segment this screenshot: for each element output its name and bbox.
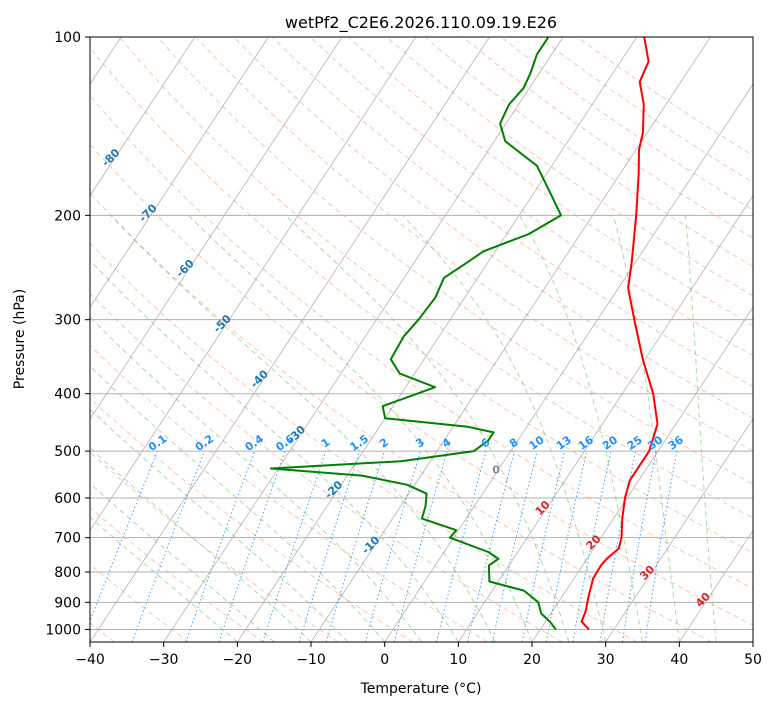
isotherm-line: [0, 37, 342, 642]
mixing-ratio-label: 2: [377, 436, 391, 451]
mixing-ratio-label: 4: [440, 435, 454, 450]
dry-adiabat-line: [425, 37, 775, 642]
dry-adiabat-label: -60: [174, 257, 197, 280]
x-tick-label: 20: [523, 652, 541, 668]
isotherm-line: [679, 37, 775, 642]
mixing-ratio-line: [263, 451, 326, 642]
dry-adiabat-label: -10: [359, 533, 382, 556]
mixing-ratio-line: [82, 451, 158, 642]
dry-adiabat-line: [0, 37, 562, 642]
y-axis: 100 200 300 400 500 600 700 800 900 1000: [45, 30, 90, 638]
x-axis: −40 −30 −20 −10 0 10 20 30 40 50: [75, 642, 762, 668]
y-tick-label: 400: [54, 387, 81, 403]
dry-adiabat-line: [272, 37, 775, 642]
y-tick-label: 800: [54, 565, 81, 581]
lcl-label: 0: [492, 463, 500, 476]
dry-adiabat-label: -40: [248, 367, 271, 390]
mixing-ratio-label: 25: [625, 433, 645, 452]
isotherm-line: [532, 37, 775, 642]
x-tick-label: 0: [380, 652, 389, 668]
mixing-ratio-line: [645, 451, 677, 642]
mixing-ratio-label: 36: [666, 433, 686, 453]
chart-title: wetPf2_C2E6.2026.110.09.19.E26: [285, 13, 557, 33]
moist-adiabat-label: 40: [693, 590, 713, 610]
dry-adiabat-label: -50: [211, 312, 234, 335]
y-tick-label: 700: [54, 531, 81, 547]
x-tick-label: 40: [670, 652, 688, 668]
moist-adiabat-line: [0, 215, 274, 642]
dry-adiabat-label: -80: [99, 146, 122, 169]
isotherm-line: [0, 37, 268, 642]
y-axis-title: Pressure (hPa): [12, 289, 28, 389]
mixing-ratio-line: [132, 451, 204, 642]
dry-adiabat-line: [463, 37, 775, 642]
dry-adiabat-line: [0, 37, 189, 642]
x-tick-label: 50: [744, 652, 762, 668]
dry-adiabat-line: [310, 37, 775, 642]
isotherm-line: [753, 37, 775, 642]
dry-adiabat-line: [234, 37, 775, 642]
y-tick-label: 300: [54, 313, 81, 329]
y-tick-label: 500: [54, 444, 81, 460]
mixing-ratio-line: [436, 451, 486, 642]
y-tick-label: 900: [54, 595, 81, 611]
y-tick-label: 200: [54, 208, 81, 224]
dry-adiabat-line: [81, 37, 775, 642]
moist-adiabat-line: [0, 215, 237, 642]
plot-frame: [90, 37, 753, 642]
mixing-ratio-label: 1: [319, 436, 333, 451]
mixing-ratio-line: [546, 451, 587, 642]
x-tick-label: 30: [597, 652, 615, 668]
isotherm-line: [385, 37, 775, 642]
mixing-ratio-line: [186, 451, 255, 642]
y-tick-label: 1000: [45, 622, 81, 638]
mixing-ratio-label: 13: [554, 433, 574, 452]
dry-adiabat-line: [5, 37, 775, 642]
mixing-ratio-label: 20: [600, 433, 620, 453]
mixing-ratio-label: 3: [413, 436, 427, 451]
mixing-ratio-line: [492, 451, 537, 642]
mixing-ratio-label: 16: [576, 433, 596, 453]
moist-adiabat-line: [686, 215, 717, 642]
y-tick-label: 100: [54, 30, 81, 46]
isotherm-line: [16, 37, 415, 642]
mixing-ratio-label: 8: [507, 436, 521, 451]
mixing-ratio-line: [219, 451, 285, 642]
isotherm-line: [90, 37, 489, 642]
moist-adiabat-line: [49, 215, 459, 642]
moist-adiabat-label: 10: [533, 498, 553, 518]
x-tick-label: −20: [223, 652, 253, 668]
x-tick-label: 10: [449, 652, 467, 668]
x-tick-label: −30: [149, 652, 179, 668]
x-tick-label: −10: [296, 652, 326, 668]
dry-adiabat-label: -70: [136, 201, 159, 224]
x-tick-label: −40: [75, 652, 105, 668]
x-axis-title: Temperature (°C): [360, 681, 482, 697]
y-tick-label: 600: [54, 491, 81, 507]
mixing-ratio-label: 30: [645, 433, 665, 453]
dry-adiabat-line: [577, 37, 775, 642]
background-lines: [0, 37, 775, 642]
mixing-ratio-label: 10: [527, 433, 547, 453]
